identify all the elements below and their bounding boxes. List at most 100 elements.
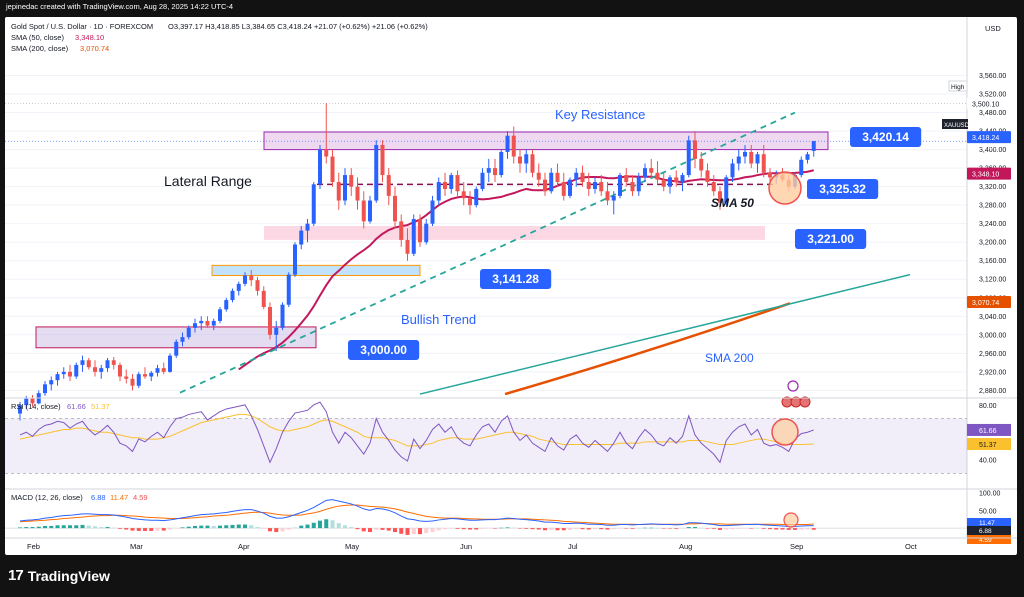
macd-histogram-bar	[424, 528, 429, 534]
macd-histogram-bar	[511, 527, 516, 529]
macd-histogram-bar	[418, 528, 422, 535]
candle-body	[618, 175, 622, 196]
legend: Gold Spot / U.S. Dollar · 1D · FOREXCOM …	[11, 22, 1001, 53]
macd-histogram-bar	[336, 523, 341, 529]
candle-body	[249, 275, 254, 281]
candle-body	[211, 320, 216, 326]
candle-body	[461, 191, 466, 199]
candle-body	[243, 275, 247, 284]
candle-body	[586, 182, 591, 189]
rsi-ma-badge-bg	[967, 438, 1011, 451]
time-tick-label: Apr	[238, 542, 250, 551]
macd-histogram-bar	[630, 528, 635, 529]
sma200-badge: 3,070.74	[972, 300, 999, 307]
callout-label: 3,420.14	[862, 130, 909, 144]
candle-body	[755, 154, 760, 164]
candle-body	[218, 309, 222, 321]
macd-histogram-bar	[555, 528, 560, 531]
macd-line	[19, 499, 814, 527]
candle-body	[811, 141, 816, 151]
candle-body	[130, 378, 135, 386]
macd-histogram-bar	[730, 528, 735, 530]
macd-histogram-bar	[505, 527, 510, 529]
bullish-trendline	[179, 111, 796, 394]
macd-histogram-bar	[793, 528, 797, 530]
macd-histogram-bar	[161, 528, 166, 531]
macd-histogram-bar	[230, 524, 235, 529]
price-tick-label: 3,280.00	[979, 203, 1006, 210]
price-tick-label: 3,000.00	[979, 332, 1006, 339]
candle-body	[305, 223, 310, 231]
macd-legend-signal: 11.47	[110, 493, 128, 502]
candle-body	[661, 179, 666, 187]
macd-histogram-bar	[668, 528, 672, 529]
price-tick-label: 3,320.00	[979, 184, 1006, 191]
time-axis: Feb Mar Apr May Jun Jul Aug Sep Oct	[5, 537, 1017, 551]
macd-histogram-bar	[55, 525, 60, 529]
chart-svg[interactable]: Key Resistance Lateral Range Bullish Trend…	[5, 17, 1017, 555]
macd-histogram-bar	[474, 528, 479, 530]
macd-histogram-bar	[461, 528, 466, 530]
macd-histogram-bar	[380, 528, 385, 530]
annotation-key-resistance: Key Resistance	[555, 107, 645, 122]
macd-badge: 4.59	[979, 537, 992, 544]
candle-body	[580, 172, 585, 183]
last-price-badge-bg	[967, 131, 1011, 144]
candle-body	[511, 135, 516, 157]
candle-body	[205, 320, 210, 326]
candle-body	[699, 158, 704, 171]
macd-histogram-bar	[324, 519, 329, 529]
sma200-badge-bg	[967, 296, 1011, 309]
candle-body	[549, 172, 554, 192]
macd-histogram-bar	[405, 528, 410, 535]
candle-body	[286, 274, 291, 305]
macd-histogram-bar	[436, 528, 441, 531]
candle-body	[730, 163, 735, 178]
candle-body	[324, 149, 329, 157]
macd-histogram-bar	[93, 526, 97, 529]
macd-histogram-bar	[61, 525, 66, 529]
candle-body	[199, 320, 204, 324]
candle-body	[680, 175, 685, 183]
macd-histogram-bar	[318, 520, 322, 529]
rsi-ma-line	[19, 413, 814, 447]
rsi-line	[19, 401, 814, 464]
macd-histogram-bar	[118, 528, 122, 529]
candle-body	[405, 239, 410, 254]
candle-body	[268, 307, 272, 335]
time-tick-label: Jun	[460, 542, 472, 551]
macd-histogram-bar	[386, 528, 391, 531]
candle-body	[161, 368, 166, 372]
macd-histogram-bar	[568, 528, 572, 530]
macd-histogram-bar	[599, 528, 604, 530]
macd-histogram-bar	[736, 528, 741, 529]
price-tick-label: 3,040.00	[979, 314, 1006, 321]
candle-body	[805, 154, 810, 160]
candle-body	[224, 300, 229, 310]
candle-body	[686, 140, 691, 176]
macd-histogram-bar	[261, 528, 266, 529]
time-tick-label: Mar	[130, 542, 143, 551]
candle-body	[343, 175, 347, 201]
price-axis: 3,560.003,520.003,480.003,440.003,400.00…	[942, 17, 1011, 537]
rsi-ma-badge: 51.37	[979, 442, 997, 449]
macd-histogram-bar	[349, 527, 354, 529]
candle-body	[655, 172, 660, 180]
long-trend-line	[419, 273, 911, 395]
candle-body	[30, 398, 35, 404]
price-tick-label: 3,560.00	[979, 73, 1006, 80]
macd-histogram-bar	[755, 528, 760, 529]
legend-symbol: Gold Spot / U.S. Dollar · 1D · FOREXCOM	[11, 22, 153, 31]
candle-body	[593, 182, 597, 189]
indicator-lines	[179, 111, 911, 396]
macd-histogram-bar	[680, 528, 685, 529]
candle-body	[761, 154, 766, 173]
macd-histogram-bar	[399, 528, 404, 534]
creator-caption: jepinedac created with TradingView.com, …	[6, 2, 234, 11]
candle-body	[443, 182, 447, 189]
annotation-bullish-trend: Bullish Trend	[401, 312, 476, 327]
macd-histogram-bar	[480, 528, 485, 529]
countdown: 02:37:03	[972, 144, 998, 151]
macd-histogram-bar	[674, 528, 679, 529]
candle-body	[424, 223, 429, 243]
